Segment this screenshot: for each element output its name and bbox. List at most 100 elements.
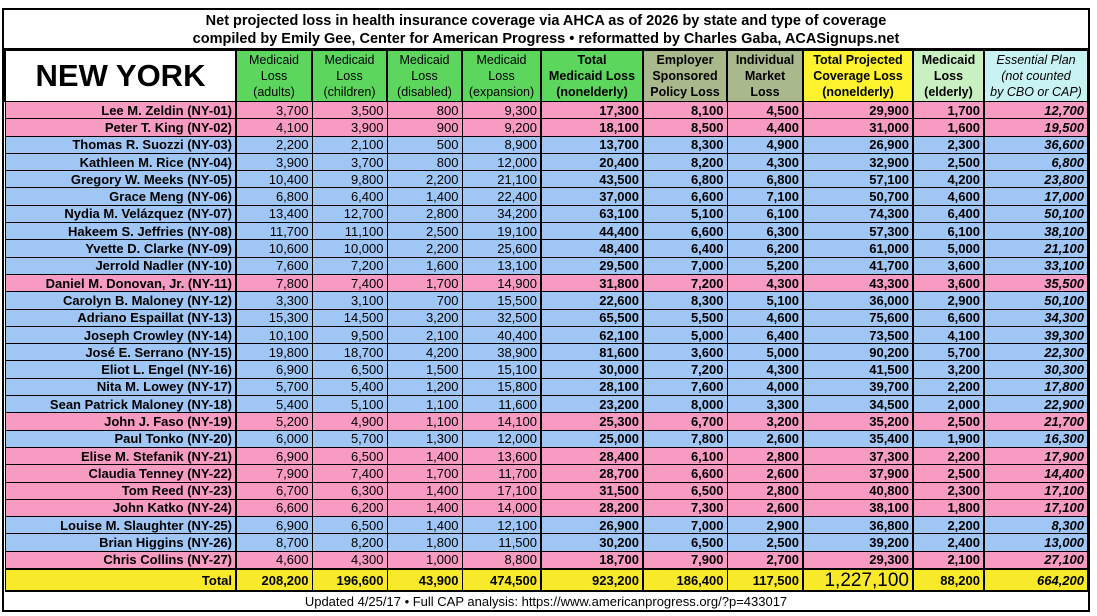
value-cell: 7,400 [311, 464, 388, 483]
value-cell: 63,100 [540, 204, 644, 224]
column-header-line: Medicaid [399, 53, 450, 67]
representative-name: Elise M. Stefanik (NY-21) [4, 446, 237, 466]
value-cell: 14,900 [461, 273, 542, 293]
table-row: Paul Tonko (NY-20) 6,000 5,700 1,300 12,000 2… [4, 429, 1088, 448]
value-cell: 4,500 [726, 100, 804, 120]
value-cell: 5,000 [642, 325, 728, 345]
value-cell: 3,200 [912, 360, 985, 379]
value-cell: 7,600 [642, 377, 728, 397]
total-row: Total 208,200 196,600 43,900 474,500 923,200 1… [4, 568, 1088, 593]
value-cell: 16,300 [983, 429, 1088, 448]
value-cell: 13,100 [461, 256, 542, 275]
value-cell: 19,100 [461, 222, 542, 241]
value-cell: 5,200 [235, 412, 313, 431]
column-header-line: Medicaid [248, 53, 300, 67]
value-cell: 2,900 [726, 516, 804, 535]
value-cell: 8,100 [642, 100, 728, 120]
value-cell: 4,300 [726, 360, 804, 379]
value-cell: 8,900 [461, 135, 542, 154]
value-cell: 57,300 [802, 222, 914, 241]
value-cell: 3,100 [311, 291, 388, 310]
representative-name: Claudia Tenney (NY-22) [4, 464, 237, 483]
column-header-line: Total Projected [813, 53, 903, 67]
value-cell: 2,600 [726, 464, 804, 483]
value-cell: 39,700 [802, 377, 914, 397]
value-cell: 23,200 [540, 395, 644, 414]
value-cell: 6,600 [912, 308, 985, 327]
value-cell: 923,200 [540, 568, 644, 593]
representative-name: Nydia M. Velázquez (NY-07) [4, 204, 237, 224]
value-cell: 7,900 [642, 550, 728, 570]
value-cell: 700 [386, 291, 463, 310]
table-row: Lee M. Zeldin (NY-01) 3,700 3,500 800 9,300 1… [4, 100, 1088, 120]
value-cell: 11,600 [461, 395, 542, 414]
representative-name: Carolyn B. Maloney (NY-12) [4, 291, 237, 310]
column-header-line: Loss [336, 69, 363, 83]
value-cell: 2,500 [912, 412, 985, 431]
value-cell: 43,900 [386, 568, 463, 593]
value-cell: 21,100 [461, 170, 542, 189]
value-cell: 26,900 [802, 135, 914, 154]
value-cell: 38,100 [802, 498, 914, 518]
value-cell: 6,400 [311, 187, 388, 206]
table-row: Adriano Espaillat (NY-13) 15,300 14,500 3,2… [4, 308, 1088, 327]
footer-note: Updated 4/25/17 • Full CAP analysis: htt… [304, 594, 788, 610]
value-cell: 6,100 [726, 204, 804, 224]
value-cell: 3,900 [235, 152, 313, 172]
column-header: Employer Sponsored Policy Loss [642, 50, 728, 102]
value-cell: 14,400 [983, 464, 1088, 483]
value-cell: 13,400 [235, 204, 313, 224]
value-cell: 3,900 [311, 118, 388, 137]
value-cell: 41,700 [802, 256, 914, 275]
value-cell: 19,500 [983, 118, 1088, 137]
value-cell: 2,200 [912, 446, 985, 466]
column-header-line: Loss [260, 69, 288, 83]
value-cell: 3,200 [386, 308, 463, 327]
value-cell: 34,500 [802, 395, 914, 414]
table-row: José E. Serrano (NY-15) 19,800 18,700 4,200… [4, 343, 1088, 362]
value-cell: 10,000 [311, 239, 388, 258]
value-cell: 36,000 [802, 291, 914, 310]
value-cell: 21,100 [983, 239, 1088, 258]
value-cell: 65,500 [540, 308, 644, 327]
value-cell: 12,700 [983, 100, 1088, 120]
value-cell: 20,400 [540, 152, 644, 172]
value-cell: 32,900 [802, 152, 914, 172]
value-cell: 39,200 [802, 533, 914, 552]
value-cell: 12,000 [461, 152, 542, 172]
value-cell: 14,100 [461, 412, 542, 431]
value-cell: 23,800 [983, 170, 1088, 189]
column-header: Essential Plan (not counted by CBO or CAP) [983, 50, 1088, 102]
representative-name: Brian Higgins (NY-26) [4, 533, 237, 552]
table-row: Jerrold Nadler (NY-10) 7,600 7,200 1,600 13,… [4, 256, 1088, 275]
column-header: Medicaid Loss (children) [311, 50, 388, 102]
value-cell: 1,800 [386, 533, 463, 552]
value-cell: 2,800 [726, 481, 804, 500]
value-cell: 25,300 [540, 412, 644, 431]
value-cell: 2,800 [386, 204, 463, 224]
value-cell: 30,300 [983, 360, 1088, 379]
value-cell: 5,700 [912, 343, 985, 362]
table-row: Thomas R. Suozzi (NY-03) 2,200 2,100 500 8,9… [4, 135, 1088, 154]
value-cell: 2,500 [912, 464, 985, 483]
value-cell: 7,000 [642, 516, 728, 535]
representative-name: Paul Tonko (NY-20) [4, 429, 237, 448]
value-cell: 8,300 [983, 516, 1088, 535]
representative-name: Thomas R. Suozzi (NY-03) [4, 135, 237, 154]
value-cell: 3,700 [311, 152, 388, 172]
value-cell: 4,300 [726, 152, 804, 172]
table-body: Lee M. Zeldin (NY-01) 3,700 3,500 800 9,300 1… [4, 100, 1088, 593]
value-cell: 5,500 [642, 308, 728, 327]
value-cell: 81,600 [540, 343, 644, 362]
header-row: NEW YORK Medicaid Loss (adults) Medicaid Los… [4, 50, 1088, 102]
representative-name: Tom Reed (NY-23) [4, 481, 237, 500]
column-header: Total Medicaid Loss (nonelderly) [540, 50, 644, 102]
table-row: Hakeem S. Jeffries (NY-08) 11,700 11,100 2,… [4, 222, 1088, 241]
column-header-line: (adults) [253, 85, 295, 99]
column-header: Total Projected Coverage Loss (nonelderly) [802, 50, 914, 102]
value-cell: 5,100 [726, 291, 804, 310]
value-cell: 28,400 [540, 446, 644, 466]
value-cell: 1,600 [386, 256, 463, 275]
representative-name: Nita M. Lowey (NY-17) [4, 377, 237, 397]
representative-name: Lee M. Zeldin (NY-01) [4, 100, 237, 120]
